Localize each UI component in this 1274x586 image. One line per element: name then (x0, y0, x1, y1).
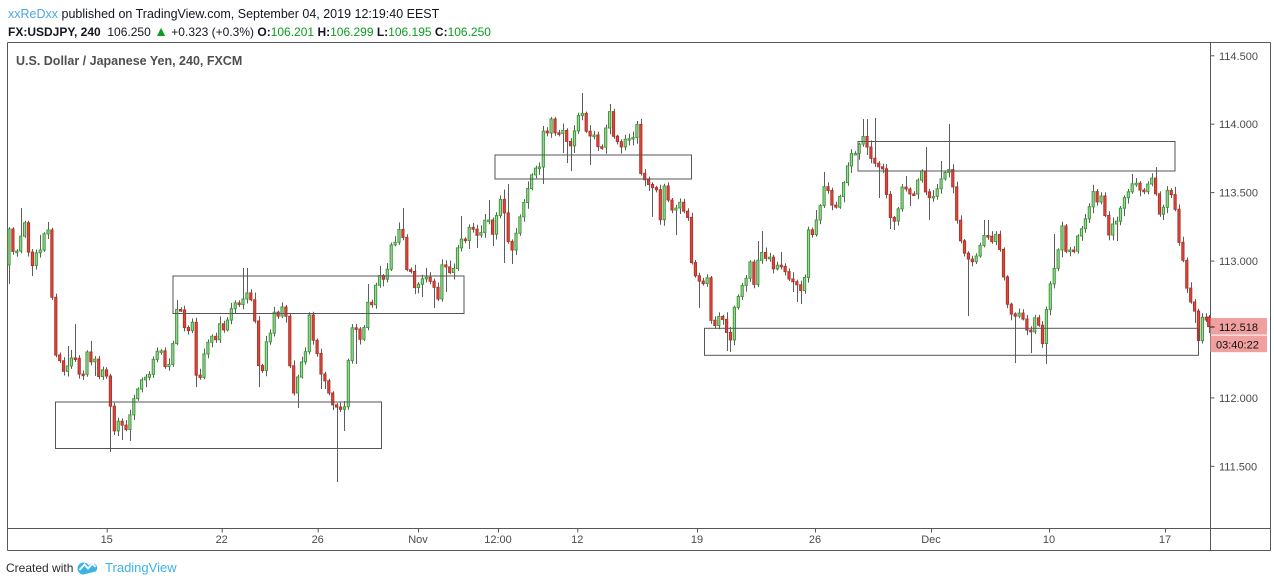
svg-text:113.500: 113.500 (1219, 188, 1258, 200)
svg-text:26: 26 (312, 534, 324, 546)
svg-text:114.000: 114.000 (1219, 119, 1258, 131)
svg-text:10: 10 (1043, 534, 1055, 546)
svg-text:112.000: 112.000 (1219, 393, 1258, 405)
svg-text:U.S. Dollar / Japanese Yen, 24: U.S. Dollar / Japanese Yen, 240, FXCM (16, 54, 242, 68)
svg-text:12:00: 12:00 (484, 534, 512, 546)
svg-text:17: 17 (1159, 534, 1171, 546)
svg-text:Dec: Dec (921, 534, 941, 546)
svg-text:26: 26 (809, 534, 821, 546)
svg-text:15: 15 (101, 534, 113, 546)
svg-text:12: 12 (571, 534, 583, 546)
svg-text:113.000: 113.000 (1219, 256, 1258, 268)
svg-text:114.500: 114.500 (1219, 51, 1258, 63)
svg-text:22: 22 (216, 534, 228, 546)
svg-text:Nov: Nov (408, 534, 428, 546)
svg-text:112.518: 112.518 (1219, 322, 1258, 334)
svg-text:111.500: 111.500 (1219, 461, 1257, 473)
svg-text:19: 19 (691, 534, 703, 546)
svg-text:03:40:22: 03:40:22 (1216, 340, 1259, 352)
